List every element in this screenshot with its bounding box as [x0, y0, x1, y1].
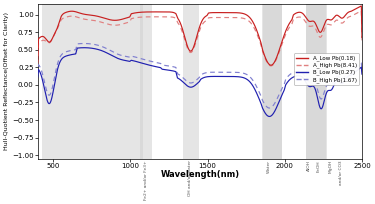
Bar: [306, 4, 327, 159]
Text: and/or CO3: and/or CO3: [339, 160, 343, 185]
Text: MgOH: MgOH: [328, 160, 332, 173]
Bar: [140, 4, 152, 159]
Text: OH and/or water: OH and/or water: [188, 160, 192, 196]
Bar: [262, 4, 282, 159]
Bar: [306, 4, 327, 159]
Text: AlOH: AlOH: [308, 160, 312, 171]
Bar: [42, 4, 143, 159]
Text: Fe2+ and/or Fe3+: Fe2+ and/or Fe3+: [144, 160, 148, 200]
Legend: A_Low Pb(0.18), A_High Pb(8.41), B_Low Pb(0.27), B_High Pb(1.67): A_Low Pb(0.18), A_High Pb(8.41), B_Low P…: [294, 53, 359, 85]
Bar: [263, 4, 282, 159]
Text: FeOH: FeOH: [317, 160, 321, 172]
Text: Water: Water: [267, 160, 272, 173]
Bar: [183, 4, 199, 159]
Y-axis label: Hull-Quotient Reflectance(Offset for Clarity): Hull-Quotient Reflectance(Offset for Cla…: [4, 12, 9, 150]
X-axis label: Wavelength(nm): Wavelength(nm): [160, 170, 239, 179]
